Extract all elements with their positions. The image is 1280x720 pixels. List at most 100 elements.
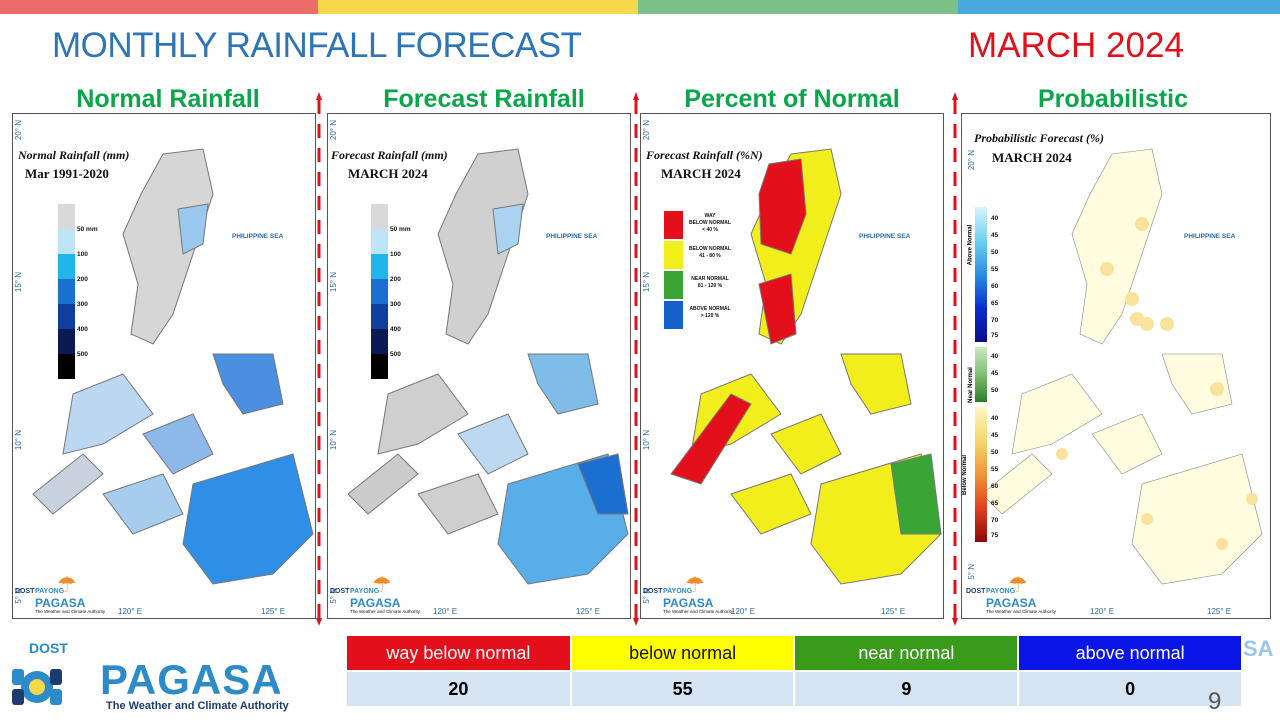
legend-swatch bbox=[58, 204, 75, 229]
legend-label: 45 bbox=[991, 370, 999, 377]
lat-label: 10° N bbox=[14, 430, 23, 451]
legend-label: 70 bbox=[991, 517, 999, 524]
legend-label: 45 bbox=[991, 432, 999, 439]
legend-label: BELOW NORMAL 41 - 80 % bbox=[689, 246, 731, 259]
payong-pagasa-logo: ☂ DOST PAYONG PAGASA The Weather and Cli… bbox=[643, 572, 733, 616]
umbrella-icon: ☂ bbox=[57, 572, 77, 597]
philippines-map bbox=[347, 148, 629, 585]
map-title: Normal Rainfall (mm) bbox=[18, 148, 130, 162]
legend-label: 50 bbox=[991, 387, 999, 394]
pagasa-label: PAGASA bbox=[35, 596, 86, 610]
map-panel-probabilistic: Probabilistic Forecast (%) MARCH 2024 20… bbox=[961, 113, 1271, 619]
lat-label: 10° N bbox=[329, 430, 338, 451]
umbrella-icon: ☂ bbox=[1008, 572, 1028, 597]
pagasa-wordmark: PAGASA bbox=[100, 656, 283, 703]
dost-label: DOST bbox=[15, 588, 35, 595]
legend-label: 500 bbox=[77, 351, 88, 358]
lon-label: 125° E bbox=[1207, 607, 1232, 616]
legend-label: 55 bbox=[991, 466, 999, 473]
sea-label: PHILIPPINE SEA bbox=[546, 233, 598, 240]
header-way-below-normal: way below normal bbox=[347, 636, 572, 671]
sea-label: PHILIPPINE SEA bbox=[232, 233, 284, 240]
panel-divider bbox=[633, 92, 639, 626]
forecast-summary-table: way below normal below normal near norma… bbox=[347, 636, 1243, 706]
forecast-date: MARCH 2024 bbox=[968, 26, 1184, 65]
legend-label: 65 bbox=[991, 300, 999, 307]
tagline: The Weather and Climate Authority bbox=[35, 609, 105, 614]
legend-label: ABOVE NORMAL > 120 % bbox=[689, 306, 731, 319]
legend-swatch bbox=[371, 354, 388, 379]
umbrella-icon: ☂ bbox=[372, 572, 392, 597]
legend-swatch bbox=[664, 241, 683, 269]
header-below-normal: below normal bbox=[570, 636, 796, 671]
value-below-normal: 55 bbox=[570, 670, 796, 706]
map-subtitle: Mar 1991-2020 bbox=[25, 166, 109, 181]
page-title: MONTHLY RAINFALL FORECAST bbox=[52, 26, 582, 65]
dost-label: DOST bbox=[29, 640, 68, 656]
header-stripe-yellow bbox=[318, 0, 638, 14]
sea-label: PHILIPPINE SEA bbox=[859, 233, 911, 240]
legend-swatch bbox=[664, 301, 683, 329]
pagasa-main-logo: DOST PAGASA The Weather and Climate Auth… bbox=[12, 640, 312, 718]
tagline: The Weather and Climate Authority bbox=[350, 609, 420, 614]
legend-swatch bbox=[58, 354, 75, 379]
right-logo-fragment: SA bbox=[1243, 636, 1274, 661]
percent-legend: WAY BELOW NORMAL < 40 % BELOW NORMAL 41 - 8… bbox=[664, 211, 744, 331]
map-title: Forecast Rainfall (%N) bbox=[646, 148, 763, 162]
legend-group-label: Below Normal bbox=[962, 454, 969, 496]
lat-label: 20° N bbox=[14, 120, 23, 141]
panel-title-forecast: Forecast Rainfall bbox=[383, 85, 585, 113]
legend-label: 50 mm bbox=[77, 226, 98, 233]
payong-label: PAYONG bbox=[986, 588, 1016, 595]
header-stripe-green bbox=[638, 0, 958, 14]
legend-label: 70 bbox=[991, 317, 999, 324]
payong-label: PAYONG bbox=[663, 588, 693, 595]
payong-pagasa-logo: ☂ DOST PAYONG PAGASA The Weather and Cli… bbox=[966, 572, 1056, 616]
map-title: Probabilistic Forecast (%) bbox=[974, 131, 1104, 145]
legend-label: 65 bbox=[991, 500, 999, 507]
legend-swatch bbox=[58, 279, 75, 304]
panel-title-percent: Percent of Normal bbox=[684, 85, 900, 113]
legend-label: 200 bbox=[77, 276, 88, 283]
legend-label: 75 bbox=[991, 532, 999, 539]
legend-label: 50 bbox=[991, 449, 999, 456]
map-title: Forecast Rainfall (mm) bbox=[331, 148, 448, 162]
legend-label: 200 bbox=[390, 276, 401, 283]
panel-title-normal: Normal Rainfall bbox=[76, 85, 260, 113]
table-row: 20 55 9 0 bbox=[347, 670, 1243, 706]
lat-label: 20° N bbox=[642, 120, 651, 141]
legend-group-label: Near Normal bbox=[967, 367, 974, 403]
probabilistic-legend: Above Normal Near Normal Below Normal 40… bbox=[962, 202, 1020, 542]
panel-divider bbox=[316, 92, 322, 626]
legend-label: 60 bbox=[991, 483, 999, 490]
legend-swatch bbox=[371, 254, 388, 279]
philippines-map bbox=[32, 148, 314, 585]
map-panel-forecast: Forecast Rainfall (mm) MARCH 2024 20° N … bbox=[327, 113, 631, 619]
legend-label: 400 bbox=[77, 326, 88, 333]
pagasa-label: PAGASA bbox=[350, 596, 401, 610]
map-subtitle: MARCH 2024 bbox=[348, 166, 428, 181]
lon-label: 120° E bbox=[118, 607, 143, 616]
dost-label: DOST bbox=[966, 588, 986, 595]
legend-swatch bbox=[58, 304, 75, 329]
legend-swatch bbox=[371, 229, 388, 254]
header-above-normal: above normal bbox=[1018, 636, 1243, 671]
map-panel-normal: Normal Rainfall (mm) Mar 1991-2020 20° N… bbox=[12, 113, 316, 619]
value-way-below-normal: 20 bbox=[347, 670, 572, 706]
lat-label: 15° N bbox=[642, 272, 651, 293]
table-header-row: way below normal below normal near norma… bbox=[347, 636, 1243, 671]
legend-label: 55 bbox=[991, 266, 999, 273]
legend-label: 300 bbox=[77, 301, 88, 308]
legend-swatch bbox=[664, 211, 683, 239]
lat-label: 10° N bbox=[642, 430, 651, 451]
payong-label: PAYONG bbox=[35, 588, 65, 595]
above-normal-bar bbox=[975, 207, 987, 342]
legend-label: WAY BELOW NORMAL < 40 % bbox=[689, 213, 731, 233]
legend-label: 300 bbox=[390, 301, 401, 308]
legend-label: 60 bbox=[991, 283, 999, 290]
map-panel-percent: Forecast Rainfall (%N) MARCH 2024 20° N … bbox=[640, 113, 944, 619]
tagline: The Weather and Climate Authority bbox=[106, 700, 289, 712]
payong-label: PAYONG bbox=[350, 588, 380, 595]
legend-label: 75 bbox=[991, 332, 999, 339]
dost-label: DOST bbox=[643, 588, 663, 595]
